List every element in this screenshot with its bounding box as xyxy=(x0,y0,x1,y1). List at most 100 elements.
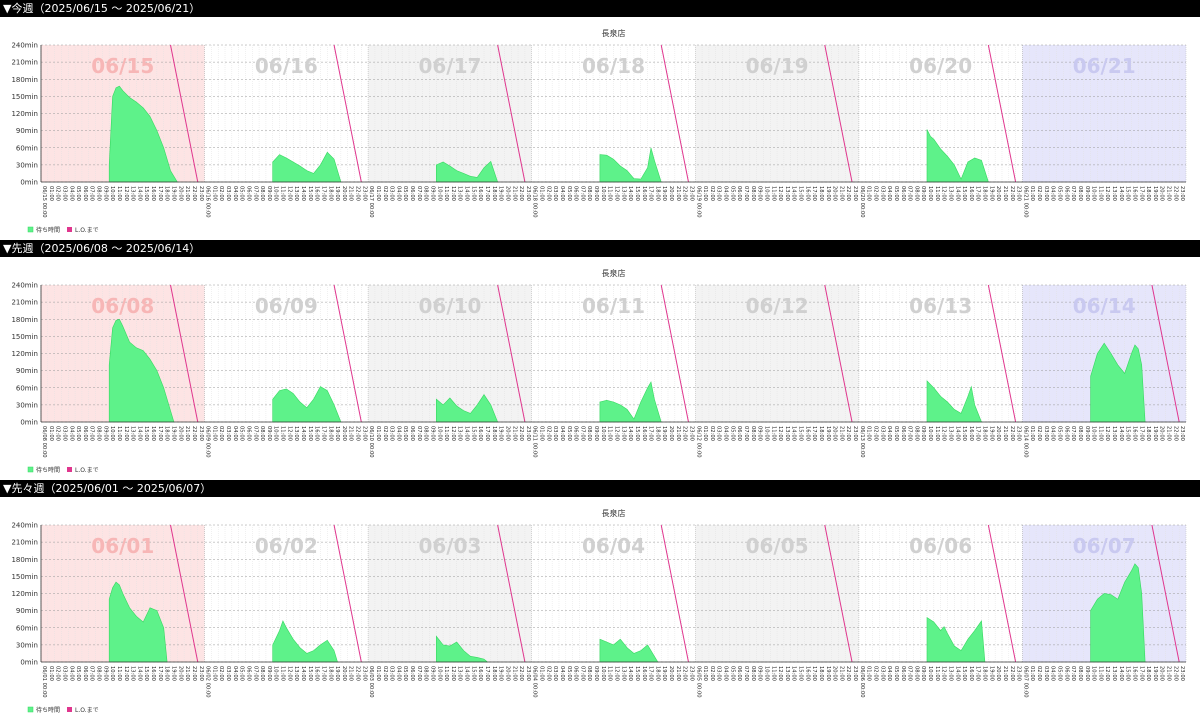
x-tick-label: 20:00 xyxy=(668,666,674,681)
x-tick-label: 02:00 xyxy=(709,186,715,201)
y-tick-label: 240min xyxy=(11,282,38,290)
x-tick-label: 11:00 xyxy=(934,186,940,201)
day-label: 06/16 xyxy=(255,54,318,78)
x-tick-label: 23:00 xyxy=(198,186,204,201)
y-tick-label: 0min xyxy=(20,419,38,427)
x-tick-label: 22:00 xyxy=(682,426,688,441)
x-tick-label: 18:00 xyxy=(491,186,497,201)
x-tick-label: 17:00 xyxy=(811,426,817,441)
x-tick-label: 15:00 xyxy=(798,186,804,201)
x-tick-label: 08:00 xyxy=(750,666,756,681)
x-tick-label: 01:00 xyxy=(375,186,381,201)
x-tick-label: 23:00 xyxy=(198,426,204,441)
x-tick-label: 08:00 xyxy=(423,426,429,441)
x-tick-label: 06:00 xyxy=(82,426,88,441)
x-tick-label: 10:00 xyxy=(927,426,933,441)
x-tick-label: 22:00 xyxy=(191,186,197,201)
x-tick-label: 18:00 xyxy=(654,186,660,201)
x-tick-label: 12:00 xyxy=(777,426,783,441)
x-tick-label: 13:00 xyxy=(130,666,136,681)
x-tick-label: 10:00 xyxy=(109,186,115,201)
x-tick-label: 08:00 xyxy=(750,186,756,201)
x-tick-label: 10:00 xyxy=(1091,186,1097,201)
x-tick-label: 20:00 xyxy=(1159,666,1165,681)
y-tick-label: 150min xyxy=(11,93,38,101)
x-tick-label: 02:00 xyxy=(218,426,224,441)
x-tick-label: 16:00 xyxy=(314,666,320,681)
y-tick-label: 30min xyxy=(16,641,38,649)
x-tick-label: 05:00 xyxy=(1057,666,1063,681)
y-tick-label: 210min xyxy=(11,59,38,67)
x-tick-label: 23:00 xyxy=(1179,666,1185,681)
x-tick-label: 11:00 xyxy=(934,666,940,681)
x-tick-label: 10:00 xyxy=(927,666,933,681)
x-tick-label: 04:00 xyxy=(559,186,565,201)
x-tick-label: 15:00 xyxy=(307,666,313,681)
x-tick-label: 07:00 xyxy=(252,666,258,681)
y-tick-label: 0min xyxy=(20,179,38,187)
x-tick-label: 07:00 xyxy=(416,186,422,201)
week-header: ▼先週（2025/06/08 ～ 2025/06/14） xyxy=(0,240,1200,257)
y-tick-label: 60min xyxy=(16,144,38,152)
x-tick-label: 13:00 xyxy=(457,666,463,681)
lo-line xyxy=(824,524,853,663)
x-tick-label: 16:00 xyxy=(804,426,810,441)
x-tick-label: 23:00 xyxy=(852,666,858,681)
wait-time-area xyxy=(926,616,986,663)
x-tick-label: 12:00 xyxy=(941,666,947,681)
x-tick-label: 16:00 xyxy=(968,666,974,681)
x-tick-label: 08:00 xyxy=(913,426,919,441)
x-tick-label: 05:00 xyxy=(566,426,572,441)
x-tick-label: 11:00 xyxy=(116,186,122,201)
x-tick-label: 19:00 xyxy=(498,426,504,441)
x-tick-label: 21:00 xyxy=(838,186,844,201)
x-tick-label: 15:00 xyxy=(470,666,476,681)
x-tick-label: 16:00 xyxy=(314,426,320,441)
x-tick-label: 07:00 xyxy=(1070,666,1076,681)
x-tick-label: 19:00 xyxy=(988,186,994,201)
legend-swatch-lo xyxy=(67,467,72,472)
x-tick-label: 14:00 xyxy=(136,666,142,681)
lo-line xyxy=(660,44,689,183)
x-tick-label: 15:00 xyxy=(1125,666,1131,681)
x-tick-label: 03:00 xyxy=(389,186,395,201)
wait-time-area xyxy=(108,318,175,423)
x-tick-label: 19:00 xyxy=(661,186,667,201)
x-tick-label: 20:00 xyxy=(832,666,838,681)
x-tick-label: 18:00 xyxy=(818,666,824,681)
x-tick-label: 08:00 xyxy=(96,426,102,441)
x-tick-label: 20:00 xyxy=(504,186,510,201)
legend-label: 待ち時間 xyxy=(36,706,60,714)
x-tick-label: 21:00 xyxy=(511,666,517,681)
x-tick-label: 06/15 00:00 xyxy=(41,186,47,218)
x-tick-label: 01:00 xyxy=(375,426,381,441)
x-tick-label: 14:00 xyxy=(791,666,797,681)
x-tick-label: 06:00 xyxy=(1063,666,1069,681)
x-tick-label: 22:00 xyxy=(518,186,524,201)
x-tick-label: 20:00 xyxy=(1159,426,1165,441)
x-tick-label: 17:00 xyxy=(975,426,981,441)
x-tick-label: 22:00 xyxy=(845,666,851,681)
x-tick-label: 14:00 xyxy=(136,426,142,441)
x-tick-label: 13:00 xyxy=(784,666,790,681)
x-tick-label: 18:00 xyxy=(1145,186,1151,201)
legend-swatch-wait xyxy=(27,226,34,233)
x-tick-label: 17:00 xyxy=(648,426,654,441)
x-tick-label: 05:00 xyxy=(1057,186,1063,201)
x-tick-label: 03:00 xyxy=(552,426,558,441)
x-tick-label: 01:00 xyxy=(1029,426,1035,441)
x-tick-label: 01:00 xyxy=(539,666,545,681)
x-tick-label: 08:00 xyxy=(1077,426,1083,441)
x-tick-label: 02:00 xyxy=(1036,666,1042,681)
x-tick-label: 20:00 xyxy=(1159,186,1165,201)
x-tick-label: 03:00 xyxy=(225,426,231,441)
x-tick-label: 17:00 xyxy=(484,666,490,681)
wait-time-area xyxy=(599,381,662,423)
x-tick-label: 09:00 xyxy=(757,186,763,201)
x-tick-label: 12:00 xyxy=(450,186,456,201)
x-tick-label: 15:00 xyxy=(307,426,313,441)
x-tick-label: 09:00 xyxy=(1084,186,1090,201)
x-tick-label: 10:00 xyxy=(436,426,442,441)
wait-time-area xyxy=(599,638,659,663)
x-tick-label: 04:00 xyxy=(723,186,729,201)
